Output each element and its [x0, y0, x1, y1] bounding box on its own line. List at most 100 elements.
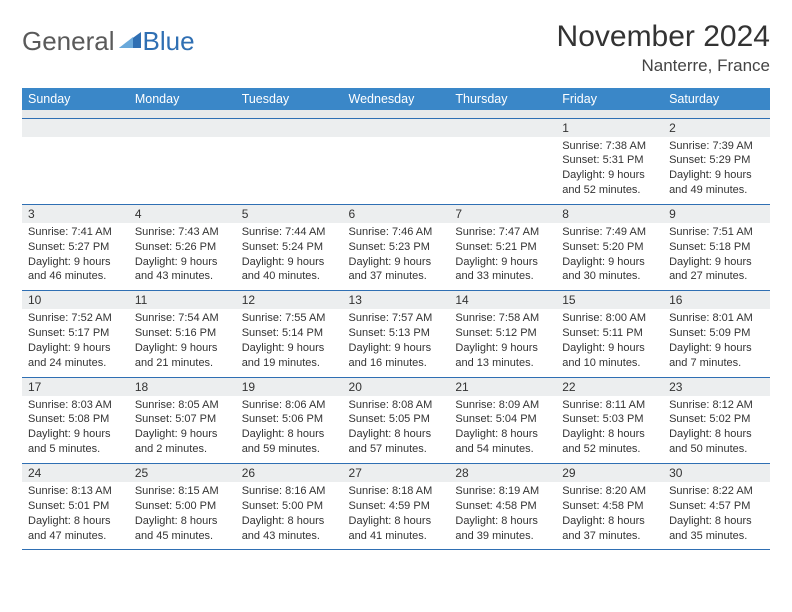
sunset-text: Sunset: 5:05 PM	[349, 412, 444, 427]
calendar-day-cell: 15Sunrise: 8:00 AMSunset: 5:11 PMDayligh…	[556, 291, 663, 377]
sunrise-text: Sunrise: 7:52 AM	[28, 311, 123, 326]
sunrise-text: Sunrise: 8:00 AM	[562, 311, 657, 326]
calendar-day-cell: 18Sunrise: 8:05 AMSunset: 5:07 PMDayligh…	[129, 377, 236, 463]
sunset-text: Sunset: 4:59 PM	[349, 499, 444, 514]
sunrise-text: Sunrise: 8:22 AM	[669, 484, 764, 499]
calendar-week-row: 1Sunrise: 7:38 AMSunset: 5:31 PMDaylight…	[22, 118, 770, 204]
sunrise-text: Sunrise: 8:20 AM	[562, 484, 657, 499]
day-details: Sunrise: 8:09 AMSunset: 5:04 PMDaylight:…	[449, 396, 556, 463]
calendar-day-cell: 10Sunrise: 7:52 AMSunset: 5:17 PMDayligh…	[22, 291, 129, 377]
sunset-text: Sunset: 5:03 PM	[562, 412, 657, 427]
daylight-text: Daylight: 9 hours and 46 minutes.	[28, 255, 123, 285]
day-number: 7	[449, 205, 556, 223]
day-details: Sunrise: 7:57 AMSunset: 5:13 PMDaylight:…	[343, 309, 450, 376]
sunrise-text: Sunrise: 7:46 AM	[349, 225, 444, 240]
daylight-text: Daylight: 8 hours and 50 minutes.	[669, 427, 764, 457]
day-details: Sunrise: 7:51 AMSunset: 5:18 PMDaylight:…	[663, 223, 770, 290]
daylight-text: Daylight: 9 hours and 7 minutes.	[669, 341, 764, 371]
sunrise-text: Sunrise: 8:01 AM	[669, 311, 764, 326]
daylight-text: Daylight: 9 hours and 13 minutes.	[455, 341, 550, 371]
calendar-day-cell: 30Sunrise: 8:22 AMSunset: 4:57 PMDayligh…	[663, 464, 770, 550]
daylight-text: Daylight: 8 hours and 59 minutes.	[242, 427, 337, 457]
location-label: Nanterre, France	[557, 56, 770, 76]
weekday-thursday: Thursday	[449, 88, 556, 110]
day-details: Sunrise: 7:46 AMSunset: 5:23 PMDaylight:…	[343, 223, 450, 290]
day-details: Sunrise: 8:00 AMSunset: 5:11 PMDaylight:…	[556, 309, 663, 376]
sunrise-text: Sunrise: 8:15 AM	[135, 484, 230, 499]
daylight-text: Daylight: 9 hours and 16 minutes.	[349, 341, 444, 371]
sunset-text: Sunset: 5:29 PM	[669, 153, 764, 168]
calendar-day-cell: 24Sunrise: 8:13 AMSunset: 5:01 PMDayligh…	[22, 464, 129, 550]
day-details: Sunrise: 7:39 AMSunset: 5:29 PMDaylight:…	[663, 137, 770, 204]
daylight-text: Daylight: 9 hours and 40 minutes.	[242, 255, 337, 285]
sunrise-text: Sunrise: 8:19 AM	[455, 484, 550, 499]
sunrise-text: Sunrise: 7:58 AM	[455, 311, 550, 326]
daylight-text: Daylight: 9 hours and 5 minutes.	[28, 427, 123, 457]
sunrise-text: Sunrise: 7:44 AM	[242, 225, 337, 240]
sunset-text: Sunset: 5:31 PM	[562, 153, 657, 168]
day-details: Sunrise: 7:52 AMSunset: 5:17 PMDaylight:…	[22, 309, 129, 376]
day-details: Sunrise: 8:12 AMSunset: 5:02 PMDaylight:…	[663, 396, 770, 463]
calendar-day-cell: 21Sunrise: 8:09 AMSunset: 5:04 PMDayligh…	[449, 377, 556, 463]
daylight-text: Daylight: 8 hours and 47 minutes.	[28, 514, 123, 544]
sunrise-text: Sunrise: 8:18 AM	[349, 484, 444, 499]
calendar-day-cell: 1Sunrise: 7:38 AMSunset: 5:31 PMDaylight…	[556, 118, 663, 204]
sunrise-text: Sunrise: 8:06 AM	[242, 398, 337, 413]
sunrise-text: Sunrise: 8:16 AM	[242, 484, 337, 499]
day-details: Sunrise: 8:15 AMSunset: 5:00 PMDaylight:…	[129, 482, 236, 549]
daylight-text: Daylight: 8 hours and 43 minutes.	[242, 514, 337, 544]
sunset-text: Sunset: 5:24 PM	[242, 240, 337, 255]
day-details	[22, 137, 129, 203]
day-details: Sunrise: 8:03 AMSunset: 5:08 PMDaylight:…	[22, 396, 129, 463]
calendar-day-cell: 26Sunrise: 8:16 AMSunset: 5:00 PMDayligh…	[236, 464, 343, 550]
sunrise-text: Sunrise: 8:08 AM	[349, 398, 444, 413]
day-number: 3	[22, 205, 129, 223]
day-details: Sunrise: 8:16 AMSunset: 5:00 PMDaylight:…	[236, 482, 343, 549]
weekday-saturday: Saturday	[663, 88, 770, 110]
calendar-day-cell: 6Sunrise: 7:46 AMSunset: 5:23 PMDaylight…	[343, 204, 450, 290]
daylight-text: Daylight: 9 hours and 33 minutes.	[455, 255, 550, 285]
day-details	[343, 137, 450, 203]
day-number: 18	[129, 378, 236, 396]
day-number: 23	[663, 378, 770, 396]
day-number	[449, 119, 556, 137]
day-number: 13	[343, 291, 450, 309]
day-number: 20	[343, 378, 450, 396]
calendar-day-cell: 27Sunrise: 8:18 AMSunset: 4:59 PMDayligh…	[343, 464, 450, 550]
daylight-text: Daylight: 9 hours and 30 minutes.	[562, 255, 657, 285]
weekday-wednesday: Wednesday	[343, 88, 450, 110]
weekday-friday: Friday	[556, 88, 663, 110]
sunrise-text: Sunrise: 7:43 AM	[135, 225, 230, 240]
month-title: November 2024	[557, 20, 770, 54]
sunset-text: Sunset: 5:26 PM	[135, 240, 230, 255]
sunset-text: Sunset: 5:13 PM	[349, 326, 444, 341]
daylight-text: Daylight: 8 hours and 39 minutes.	[455, 514, 550, 544]
sunset-text: Sunset: 5:12 PM	[455, 326, 550, 341]
calendar-day-cell: 22Sunrise: 8:11 AMSunset: 5:03 PMDayligh…	[556, 377, 663, 463]
calendar-day-cell: 4Sunrise: 7:43 AMSunset: 5:26 PMDaylight…	[129, 204, 236, 290]
sunrise-text: Sunrise: 7:49 AM	[562, 225, 657, 240]
title-block: November 2024 Nanterre, France	[557, 20, 770, 76]
calendar-table: Sunday Monday Tuesday Wednesday Thursday…	[22, 88, 770, 550]
calendar-day-cell: 25Sunrise: 8:15 AMSunset: 5:00 PMDayligh…	[129, 464, 236, 550]
day-details	[129, 137, 236, 203]
calendar-day-cell: 7Sunrise: 7:47 AMSunset: 5:21 PMDaylight…	[449, 204, 556, 290]
calendar-day-cell: 17Sunrise: 8:03 AMSunset: 5:08 PMDayligh…	[22, 377, 129, 463]
day-details: Sunrise: 7:41 AMSunset: 5:27 PMDaylight:…	[22, 223, 129, 290]
sunrise-text: Sunrise: 7:51 AM	[669, 225, 764, 240]
day-details: Sunrise: 7:58 AMSunset: 5:12 PMDaylight:…	[449, 309, 556, 376]
daylight-text: Daylight: 8 hours and 57 minutes.	[349, 427, 444, 457]
day-details: Sunrise: 8:22 AMSunset: 4:57 PMDaylight:…	[663, 482, 770, 549]
sunset-text: Sunset: 5:18 PM	[669, 240, 764, 255]
day-details: Sunrise: 8:05 AMSunset: 5:07 PMDaylight:…	[129, 396, 236, 463]
sunrise-text: Sunrise: 8:03 AM	[28, 398, 123, 413]
sunset-text: Sunset: 5:01 PM	[28, 499, 123, 514]
day-details: Sunrise: 7:49 AMSunset: 5:20 PMDaylight:…	[556, 223, 663, 290]
calendar-day-cell: 5Sunrise: 7:44 AMSunset: 5:24 PMDaylight…	[236, 204, 343, 290]
daylight-text: Daylight: 9 hours and 10 minutes.	[562, 341, 657, 371]
day-number: 1	[556, 119, 663, 137]
sunset-text: Sunset: 5:00 PM	[242, 499, 337, 514]
brand-logo: General Blue	[22, 26, 195, 57]
day-details: Sunrise: 7:54 AMSunset: 5:16 PMDaylight:…	[129, 309, 236, 376]
daylight-text: Daylight: 9 hours and 43 minutes.	[135, 255, 230, 285]
